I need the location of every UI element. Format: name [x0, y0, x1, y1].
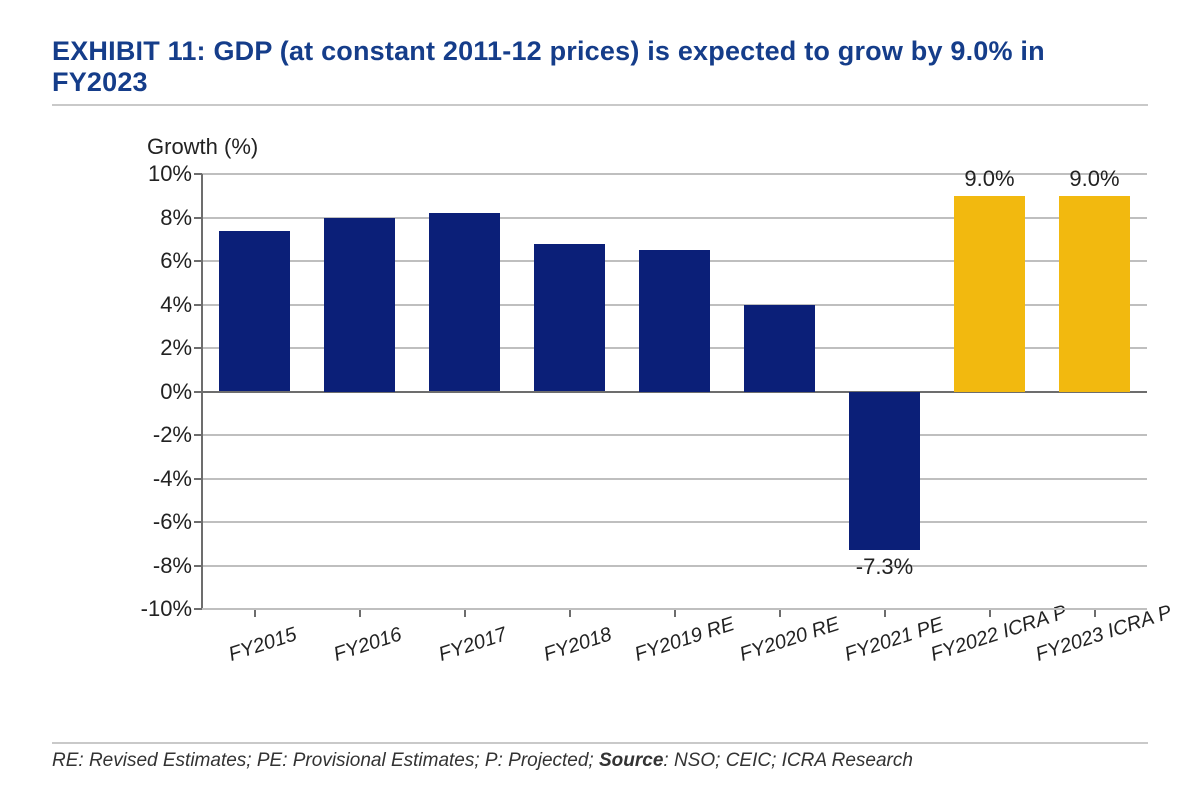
x-tick-label: FY2019 RE — [632, 613, 737, 667]
y-tick-mark — [194, 260, 202, 262]
x-tick-mark — [254, 609, 256, 617]
footnote-definitions: RE: Revised Estimates; PE: Provisional E… — [52, 750, 599, 771]
bar — [954, 196, 1025, 392]
y-tick-mark — [194, 565, 202, 567]
gridline — [202, 521, 1147, 523]
y-tick-label: 6% — [122, 248, 192, 274]
bar — [429, 213, 500, 391]
x-tick-mark — [569, 609, 571, 617]
y-tick-label: 2% — [122, 335, 192, 361]
bar — [1059, 196, 1130, 392]
gridline — [202, 565, 1147, 567]
x-tick-label: FY2021 PE — [842, 613, 946, 666]
y-tick-label: -2% — [122, 422, 192, 448]
x-tick-mark — [779, 609, 781, 617]
x-tick-label: FY2018 — [541, 623, 615, 667]
footer-divider — [52, 742, 1148, 744]
x-tick-label: FY2017 — [436, 623, 510, 667]
gdp-bar-chart: Growth (%) -10% -8% -6% -4% -2% 0% 2% 4% 6% 8% 10% F… — [52, 114, 1148, 734]
y-tick-mark — [194, 608, 202, 610]
y-tick-label: -10% — [122, 596, 192, 622]
y-tick-mark — [194, 304, 202, 306]
y-tick-mark — [194, 434, 202, 436]
value-label: 9.0% — [964, 166, 1014, 192]
gridline — [202, 478, 1147, 480]
x-tick-mark — [989, 609, 991, 617]
bar — [744, 305, 815, 392]
y-tick-mark — [194, 478, 202, 480]
value-label: 9.0% — [1069, 166, 1119, 192]
x-axis-line — [202, 608, 1147, 610]
chart-title: EXHIBIT 11: GDP (at constant 2011-12 pri… — [52, 36, 1148, 98]
y-tick-label: 0% — [122, 379, 192, 405]
y-tick-mark — [194, 391, 202, 393]
y-tick-mark — [194, 521, 202, 523]
x-tick-mark — [464, 609, 466, 617]
title-divider — [52, 104, 1148, 106]
bar — [534, 244, 605, 392]
footnote-source-text: : NSO; CEIC; ICRA Research — [663, 750, 913, 771]
y-tick-label: -8% — [122, 553, 192, 579]
x-tick-mark — [884, 609, 886, 617]
y-tick-label: -6% — [122, 509, 192, 535]
y-tick-mark — [194, 217, 202, 219]
bar — [639, 250, 710, 391]
footnote-source-label: Source — [599, 750, 663, 771]
bar — [219, 231, 290, 392]
y-tick-label: 4% — [122, 292, 192, 318]
y-tick-mark — [194, 173, 202, 175]
y-tick-label: 10% — [122, 161, 192, 187]
gridline — [202, 434, 1147, 436]
x-tick-mark — [674, 609, 676, 617]
bar — [324, 218, 395, 392]
x-tick-label: FY2016 — [331, 623, 405, 667]
value-label: -7.3% — [856, 554, 913, 580]
bar — [849, 392, 920, 551]
y-tick-label: -4% — [122, 466, 192, 492]
x-tick-label: FY2020 RE — [737, 613, 842, 667]
x-tick-mark — [1094, 609, 1096, 617]
chart-footnote: RE: Revised Estimates; PE: Provisional E… — [52, 750, 1148, 772]
x-tick-mark — [359, 609, 361, 617]
y-tick-label: 8% — [122, 205, 192, 231]
y-axis-title: Growth (%) — [147, 134, 258, 160]
y-tick-mark — [194, 347, 202, 349]
x-tick-label: FY2015 — [226, 623, 300, 667]
